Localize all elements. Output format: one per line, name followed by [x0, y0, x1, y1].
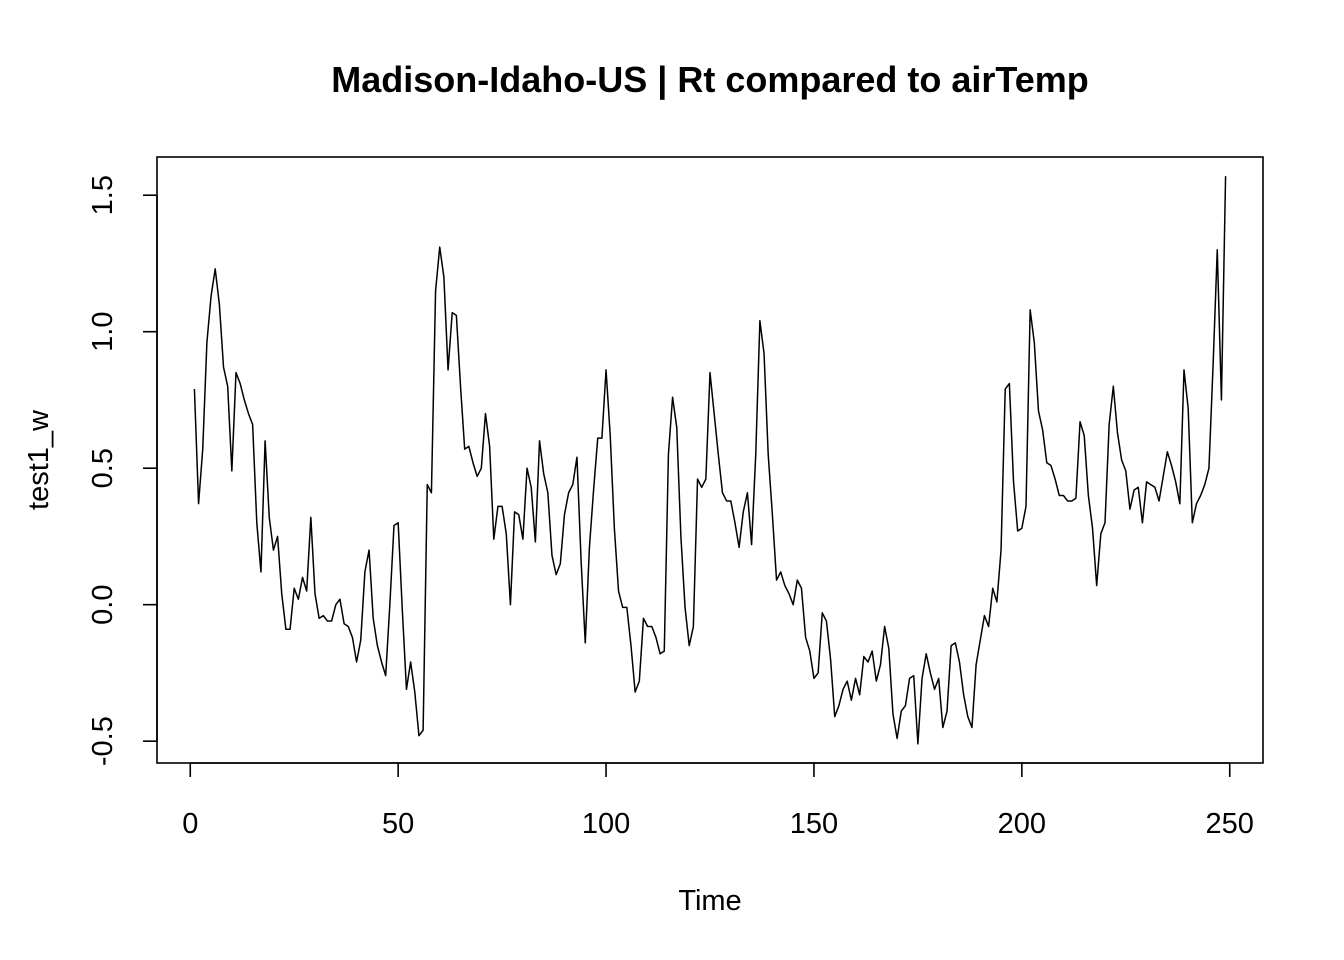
chart-title: Madison-Idaho-US | Rt compared to airTem… — [331, 59, 1088, 101]
x-tick-label: 100 — [582, 808, 630, 840]
y-axis: -0.5 0.0 0.5 1.0 1.5 — [87, 175, 158, 766]
x-tick-label: 200 — [998, 808, 1046, 840]
x-axis-label: Time — [678, 885, 741, 917]
plot-frame — [156, 156, 1264, 764]
y-tick-label: -0.5 — [87, 716, 119, 766]
x-tick-label: 250 — [1206, 808, 1254, 840]
y-tick-label: 0.0 — [87, 585, 119, 625]
x-tick-label: 50 — [382, 808, 414, 840]
y-tick-label: 0.5 — [87, 448, 119, 488]
x-tick-label: 150 — [790, 808, 838, 840]
series-line — [193, 176, 1227, 745]
y-tick-label: 1.5 — [87, 175, 119, 215]
x-tick-label: 0 — [182, 808, 198, 840]
x-axis: 0 50 100 150 200 250 — [182, 762, 1254, 840]
y-tick-label: 1.0 — [87, 312, 119, 352]
y-axis-label: test1_w — [23, 409, 55, 510]
